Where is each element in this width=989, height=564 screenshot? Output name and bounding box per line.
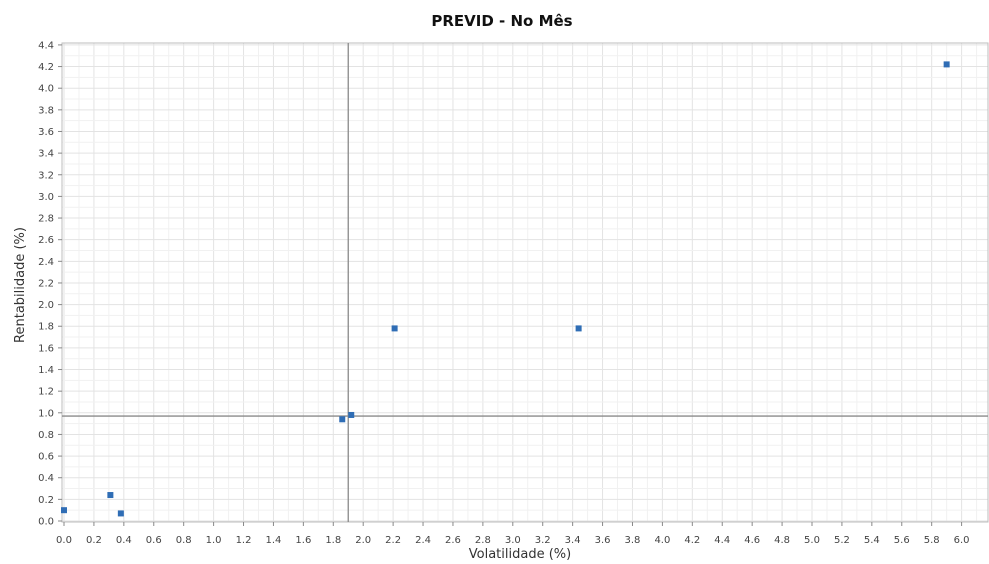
x-tick-label: 1.0 xyxy=(206,535,222,546)
y-axis-label: Rentabilidade (%) xyxy=(13,227,28,343)
x-tick-label: 3.6 xyxy=(595,535,611,546)
x-tick-label: 2.2 xyxy=(385,535,401,546)
x-tick-label: 2.6 xyxy=(445,535,461,546)
x-tick-label: 0.4 xyxy=(116,535,132,546)
x-tick-label: 4.0 xyxy=(654,535,670,546)
data-point xyxy=(117,510,124,517)
y-tick-label: 2.4 xyxy=(38,257,54,268)
x-tick-label: 4.2 xyxy=(684,535,700,546)
y-tick-label: 1.2 xyxy=(38,387,54,398)
x-tick-label: 2.0 xyxy=(355,535,371,546)
x-tick-label: 0.2 xyxy=(86,535,102,546)
x-tick-label: 3.2 xyxy=(535,535,551,546)
y-tick-label: 1.6 xyxy=(38,343,54,354)
grid xyxy=(62,43,988,522)
x-tick-label: 5.4 xyxy=(864,535,880,546)
y-tick-label: 3.4 xyxy=(38,149,54,160)
y-tick-label: 1.8 xyxy=(38,322,54,333)
x-tick-label: 4.6 xyxy=(744,535,760,546)
y-tick-label: 4.4 xyxy=(38,40,54,51)
x-tick-label: 0.6 xyxy=(146,535,162,546)
y-tick-label: 2.2 xyxy=(38,278,54,289)
data-point xyxy=(107,492,114,499)
x-tick-label: 0.0 xyxy=(56,535,72,546)
y-tick-label: 3.6 xyxy=(38,127,54,138)
x-tick-label: 5.6 xyxy=(894,535,910,546)
y-tick-label: 2.6 xyxy=(38,235,54,246)
x-tick-label: 3.8 xyxy=(625,535,641,546)
y-tick-label: 3.0 xyxy=(38,192,54,203)
x-tick-label: 3.4 xyxy=(565,535,581,546)
reference-lines xyxy=(62,43,988,522)
y-tick-label: 4.0 xyxy=(38,84,54,95)
y-tick-label: 4.2 xyxy=(38,62,54,73)
data-point xyxy=(943,61,950,68)
y-tick-label: 0.4 xyxy=(38,473,54,484)
x-tick-label: 6.0 xyxy=(954,535,970,546)
y-tick-label: 0.0 xyxy=(38,517,54,528)
x-tick-label: 1.6 xyxy=(295,535,311,546)
x-tick-label: 5.0 xyxy=(804,535,820,546)
x-tick-label: 5.2 xyxy=(834,535,850,546)
y-tick-label: 1.4 xyxy=(38,365,54,376)
x-tick-label: 1.4 xyxy=(265,535,281,546)
tick-labels: 0.0 0.2 0.4 0.6 0.8 1.0 1.2 1.4 1.6 1.8 2.0 2.2 2.4 2… xyxy=(38,40,969,546)
x-tick-label: 5.8 xyxy=(924,535,940,546)
x-tick-label: 2.4 xyxy=(415,535,431,546)
x-tick-label: 0.8 xyxy=(176,535,192,546)
y-tick-label: 3.2 xyxy=(38,170,54,181)
x-tick-label: 1.2 xyxy=(236,535,252,546)
data-point xyxy=(348,411,355,418)
x-tick-label: 2.8 xyxy=(475,535,491,546)
y-tick-label: 0.2 xyxy=(38,495,54,506)
y-tick-label: 0.8 xyxy=(38,430,54,441)
y-tick-label: 2.0 xyxy=(38,300,54,311)
x-tick-label: 3.0 xyxy=(505,535,521,546)
data-point xyxy=(339,416,346,423)
x-axis-label: Volatilidade (%) xyxy=(469,547,571,562)
chart-title: PREVID - No Mês xyxy=(431,12,572,30)
y-tick-label: 3.8 xyxy=(38,105,54,116)
x-tick-label: 4.8 xyxy=(774,535,790,546)
x-tick-label: 1.8 xyxy=(325,535,341,546)
data-point xyxy=(391,325,398,332)
data-point xyxy=(61,507,67,514)
x-tick-label: 4.4 xyxy=(714,535,730,546)
y-tick-label: 2.8 xyxy=(38,214,54,225)
data-points xyxy=(61,61,950,517)
y-tick-label: 1.0 xyxy=(38,408,54,419)
data-point xyxy=(575,325,582,332)
y-tick-label: 0.6 xyxy=(38,452,54,463)
